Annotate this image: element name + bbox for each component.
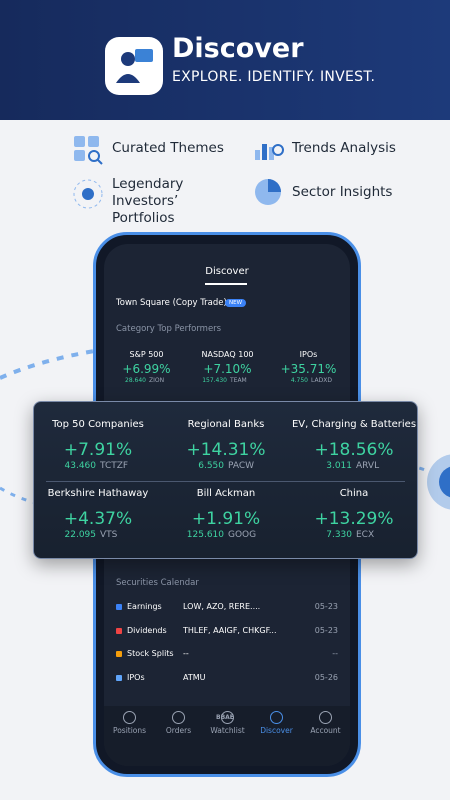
nav-item[interactable]: Account [310,726,341,735]
theme-name[interactable]: Bill Ackman [196,488,256,499]
theme-name[interactable]: EV, Charging & Batteries [291,419,417,430]
calendar-date: 05-23 [314,625,338,635]
theme-change: +1.91% [191,509,261,529]
calendar-date: -- [332,649,338,658]
performer-ticker: ZION [149,377,165,384]
town-square[interactable]: Town Square (Copy Trade) [116,298,227,308]
performer-price: 157.430 [202,377,227,384]
theme-change: +14.31% [186,440,266,460]
calendar-dot [116,604,122,610]
badge: NEW [225,299,247,307]
performer-ticker: LADXD [311,377,332,384]
feature: Sector Insights [292,184,393,200]
feature: Legendary Investors’ Portfolios [112,176,184,226]
theme-ticker: PACW [228,461,255,471]
performer-change: +35.71% [280,362,337,376]
nav-item[interactable]: Positions [112,726,147,735]
tab[interactable]: Discover [205,266,249,277]
feature: Curated Themes [112,140,224,156]
calendar-symbols: THLEF, AAIGF, CHKGF... [183,625,277,635]
icon [116,49,153,83]
section-title: Securities Calendar [116,578,199,588]
nav-item[interactable]: Discover [260,726,293,735]
dashed-curve [0,348,101,380]
dashed-curve [0,486,46,507]
theme-price: 6.550 [198,461,224,471]
nav-icon [221,711,234,724]
theme-ticker: ARVL [356,461,380,471]
theme-change: +18.56% [314,440,394,460]
circle [427,454,450,510]
theme-card: Top 50 Companies +7.91% 43.460 TCTZF Regiona… [33,401,418,559]
nav-icon [319,711,332,724]
theme-change: +13.29% [314,509,394,529]
performer-name[interactable]: IPOs [299,350,318,359]
theme-ticker: VTS [100,530,118,540]
calendar-type[interactable]: Stock Splits [127,649,174,658]
calendar-dot [116,651,122,657]
calendar-date: 05-26 [314,672,338,682]
theme-change: +7.91% [63,440,133,460]
performer-change: +7.10% [203,362,252,376]
feature-icon [73,179,103,209]
calendar-type[interactable]: Earnings [127,602,162,611]
theme-name[interactable]: Regional Banks [187,419,265,430]
feature-icon [255,144,284,160]
feature-icon [74,136,103,165]
section-title: Category Top Performers [116,324,222,334]
app-icon [105,37,163,95]
nav-item[interactable]: Watchlist [210,726,245,735]
performer-change: +6.99% [122,362,171,376]
calendar-dot [116,627,122,634]
theme-price: 3.011 [326,461,352,471]
performer-price: 4.750 [290,377,308,384]
theme-price: 43.460 [64,461,97,471]
theme-ticker: GOOG [228,530,257,540]
calendar-dot [116,674,122,681]
theme-ticker: TCTZF [100,461,129,471]
calendar-symbols: -- [183,649,189,658]
performer-ticker: TEAM [230,377,247,384]
circle [439,466,450,498]
theme-name[interactable]: Top 50 Companies [52,419,144,430]
theme-change: +4.37% [63,509,133,529]
feature-icon [255,179,281,205]
performer-name[interactable]: NASDAQ 100 [201,350,254,359]
calendar-symbols: ATMU [183,672,206,682]
nav-icon [172,711,185,724]
nav-icon [270,711,283,724]
tab-underline [205,283,247,285]
nav-item[interactable]: Orders [165,726,192,735]
calendar-type[interactable]: IPOs [127,672,145,682]
header [0,0,450,120]
theme-price: 125.610 [186,530,224,540]
theme-name[interactable]: Berkshire Hathaway [47,488,149,499]
theme-ticker: ECX [356,530,375,540]
theme-price: 22.095 [64,530,97,540]
performer-price: 28.640 [125,377,146,384]
subtitle: EXPLORE. IDENTIFY. INVEST. [172,69,376,85]
divider [46,481,405,482]
calendar-symbols: LOW, AZO, RERE.... [183,602,261,611]
title: Discover [172,33,304,64]
theme-price: 7.330 [326,530,352,540]
calendar-date: 05-23 [314,602,338,611]
nav-icon [123,711,136,724]
theme-name[interactable]: China [339,488,369,499]
feature: Trends Analysis [292,140,396,156]
calendar-type[interactable]: Dividends [127,625,167,635]
performer-name[interactable]: S&P 500 [129,350,164,359]
